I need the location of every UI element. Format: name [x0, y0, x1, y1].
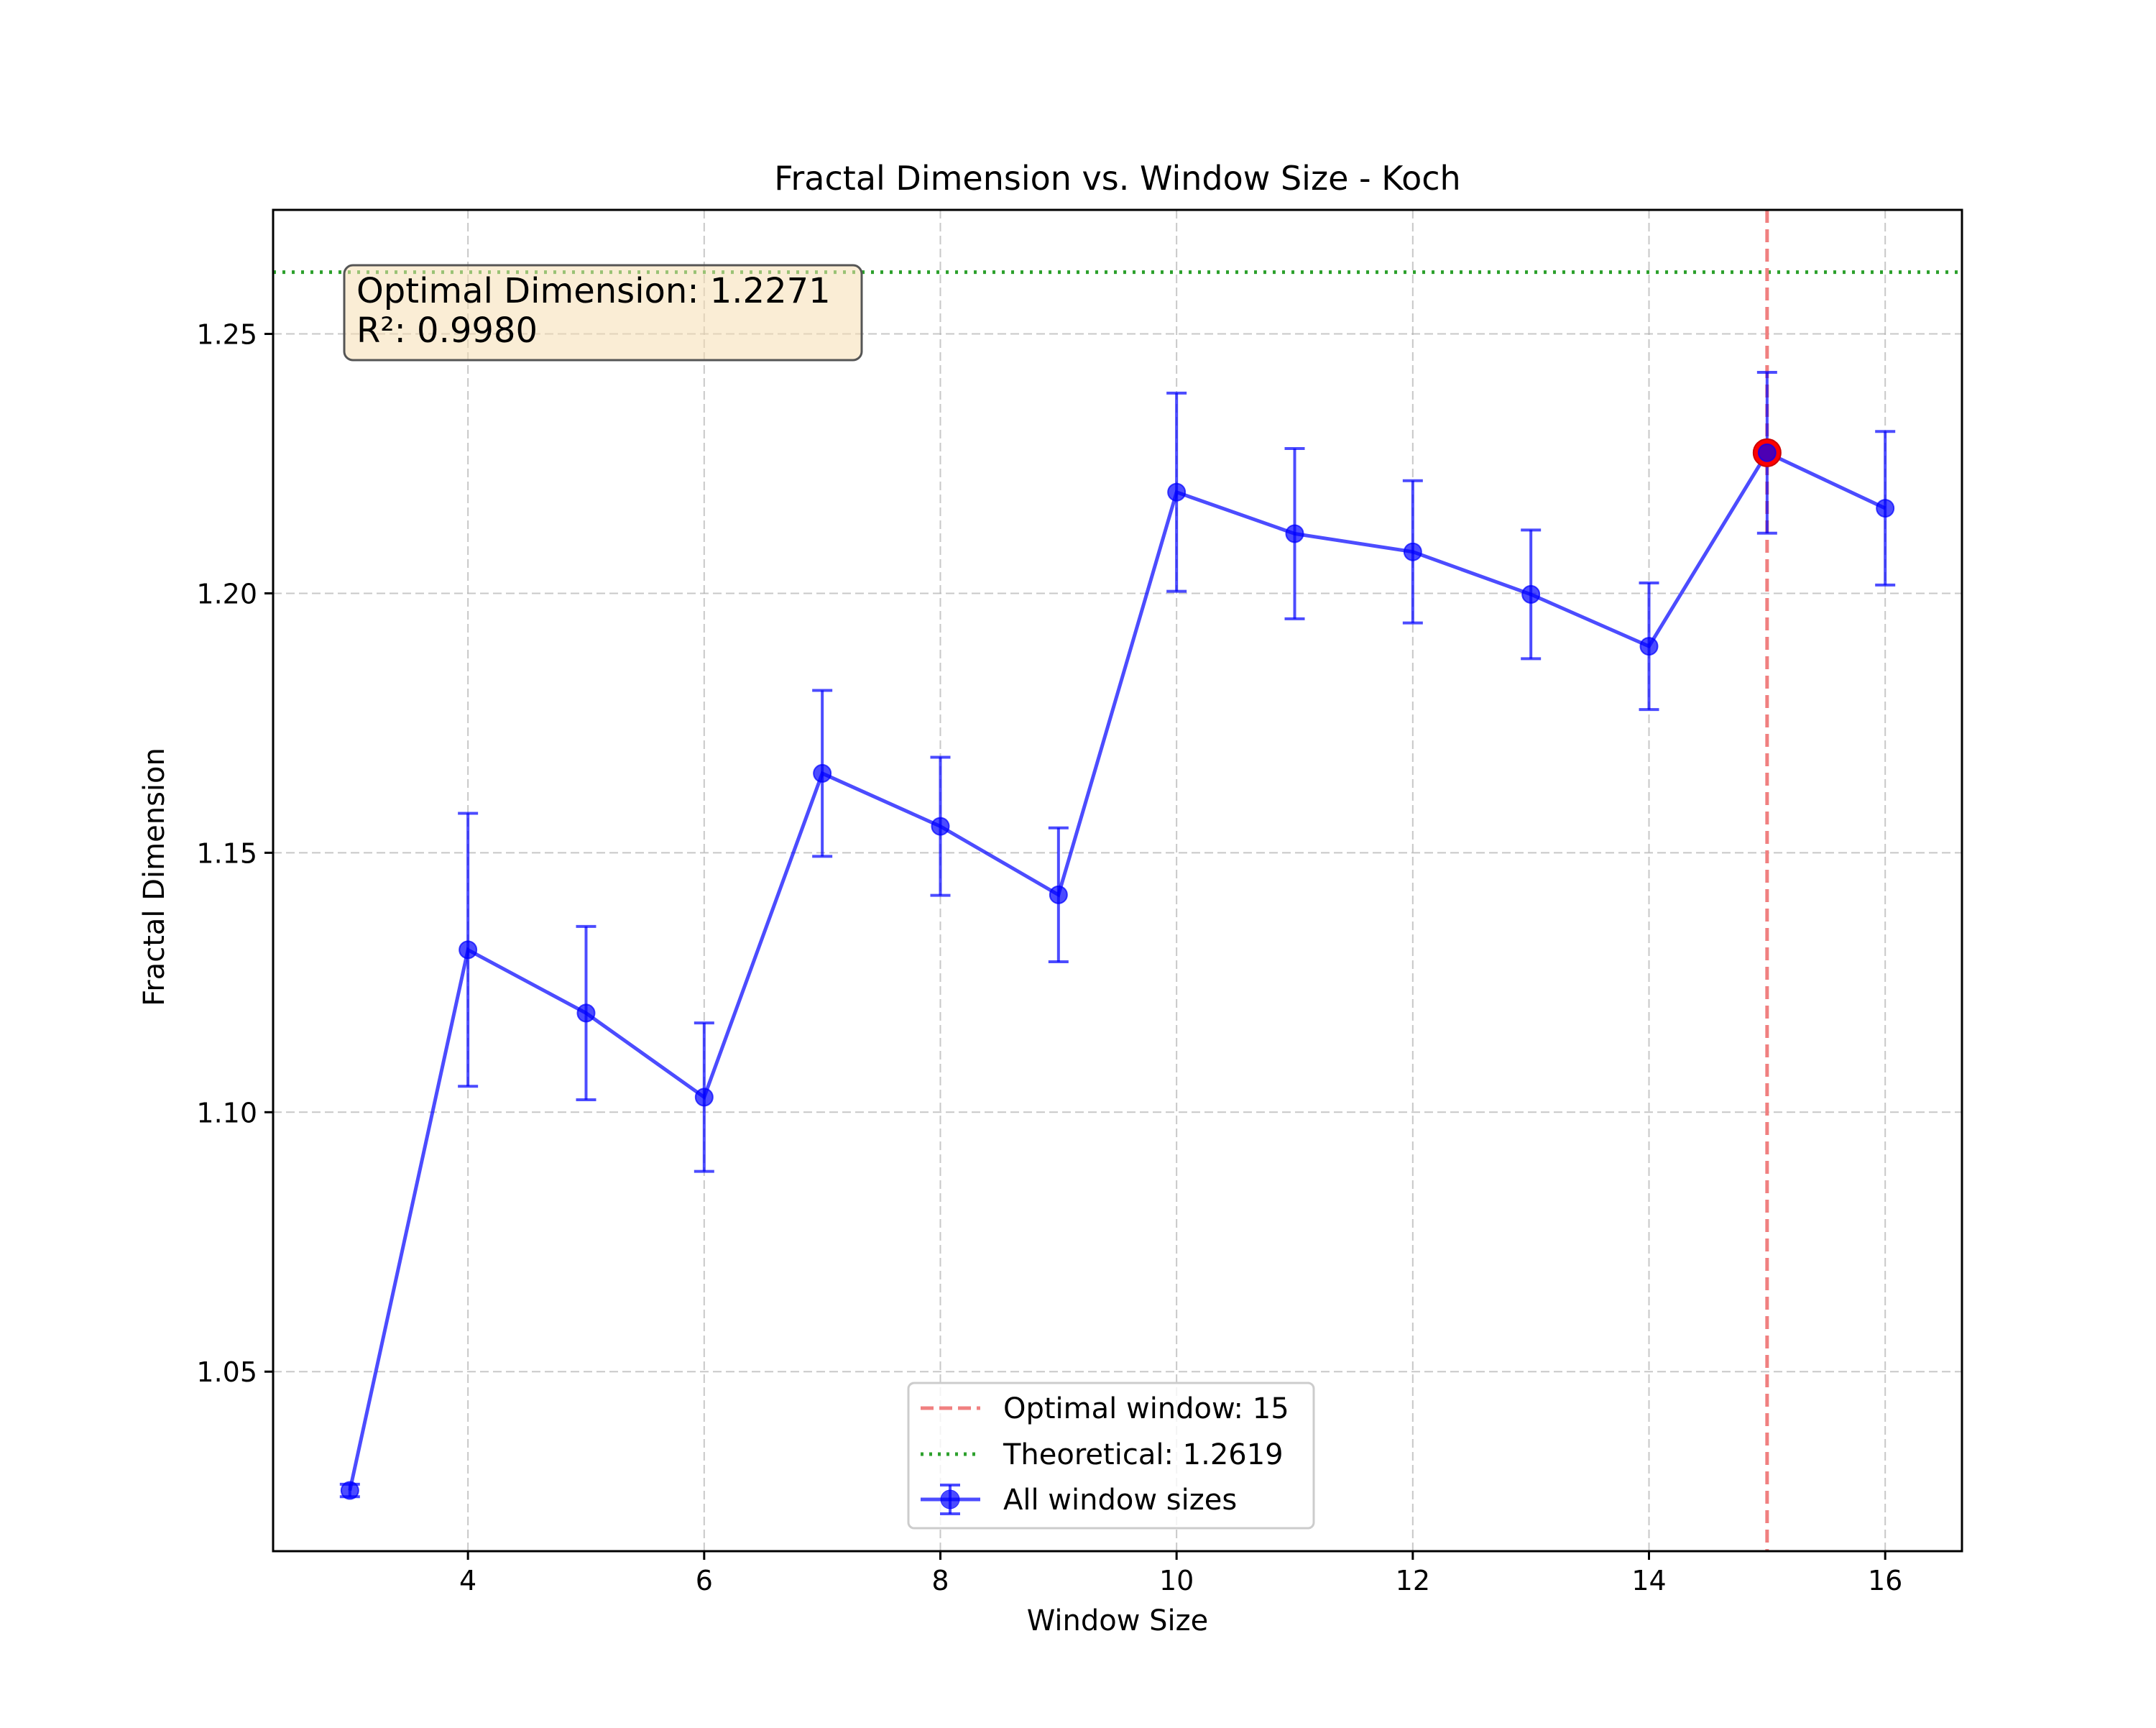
x-tick-label: 16	[1868, 1565, 1902, 1596]
x-tick-label: 14	[1631, 1565, 1666, 1596]
legend-swatch-marker	[940, 1489, 960, 1509]
data-point	[1876, 499, 1895, 518]
legend: Optimal window: 15 Theoretical: 1.2619 A…	[907, 1382, 1315, 1530]
annotation-optimal-dimension: Optimal Dimension: 1.2271	[356, 271, 831, 311]
legend-frame	[907, 1382, 1315, 1530]
x-tick-label: 4	[459, 1565, 476, 1596]
x-tick-label: 8	[931, 1565, 949, 1596]
data-point	[340, 1481, 359, 1500]
annotation-box: Optimal Dimension: 1.2271 R²: 0.9980	[343, 264, 863, 362]
data-point	[694, 1088, 714, 1107]
chart-title: Fractal Dimension vs. Window Size - Koch	[774, 159, 1460, 198]
y-tick-label: 1.10	[196, 1097, 257, 1129]
x-tick-label: 10	[1159, 1565, 1194, 1596]
y-tick-label: 1.20	[196, 578, 257, 610]
data-point	[931, 817, 950, 836]
data-point	[1167, 482, 1187, 502]
axes: 4 6 8 10 12 14 16 1.05 1.10 1.15 1.20 1.25	[196, 208, 1963, 1596]
x-tick-label: 12	[1396, 1565, 1430, 1596]
y-tick-label: 1.15	[196, 837, 257, 869]
x-axis-label: Window Size	[1027, 1604, 1209, 1637]
data-point	[1521, 584, 1541, 604]
plot-frame	[272, 208, 1963, 1553]
y-tick-label: 1.25	[196, 319, 257, 351]
legend-label-series: All window sizes	[1003, 1484, 1237, 1517]
annotation-r-squared: R²: 0.9980	[356, 311, 538, 351]
legend-label-optimal-window: Optimal window: 15	[1003, 1392, 1289, 1425]
data-series	[339, 370, 1896, 1500]
data-point	[813, 763, 832, 783]
annotation-background	[343, 264, 863, 362]
legend-label-theoretical: Theoretical: 1.2619	[1003, 1438, 1284, 1471]
data-point	[1403, 542, 1422, 561]
series-line	[348, 450, 1886, 1492]
y-axis-label: Fractal Dimension	[138, 748, 171, 1006]
data-point	[1757, 443, 1777, 462]
data-point	[1639, 637, 1659, 656]
data-point	[459, 940, 478, 960]
data-point	[576, 1003, 596, 1023]
data-point	[1049, 885, 1068, 904]
y-tick-label: 1.05	[196, 1356, 257, 1388]
data-point	[1285, 524, 1304, 543]
x-tick-label: 6	[696, 1565, 713, 1596]
